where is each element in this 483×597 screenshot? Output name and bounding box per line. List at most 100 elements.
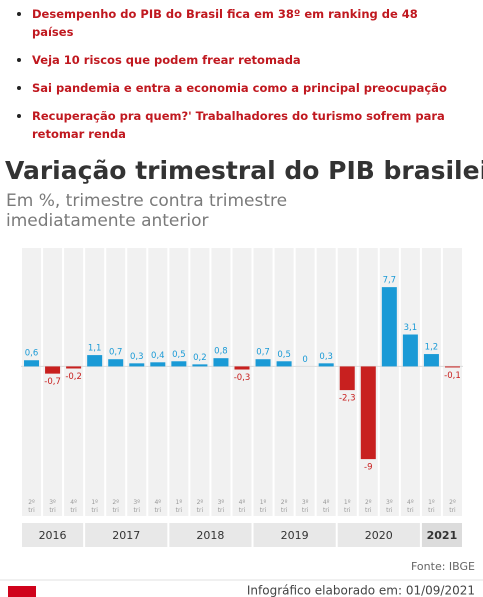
x-tick-label: 1º tri	[428, 499, 435, 514]
bar	[150, 362, 166, 367]
plot: 2º tri 0,6 3º tri -0,7 4º tri -0,2 1º tri 1,1 2º tri 0…	[21, 248, 463, 547]
bar	[24, 360, 40, 367]
column-background	[232, 248, 252, 516]
x-tick-label: 1º tri	[91, 499, 98, 514]
link-list: Desempenho do PIB do Brasil fica em 38º …	[14, 5, 454, 153]
link-item: Recuperação pra quem?' Trabalhadores do …	[14, 107, 454, 143]
footer: Infográfico elaborado em: 01/09/2021	[247, 584, 475, 597]
bar	[423, 354, 439, 367]
value-label: 0,7	[256, 348, 270, 358]
year-band	[337, 523, 420, 547]
year-band	[22, 523, 84, 547]
bar	[129, 363, 145, 367]
value-label: 1,1	[88, 344, 102, 354]
column-background	[190, 248, 210, 516]
bar	[444, 366, 460, 368]
x-tick-label: 1º tri	[176, 499, 183, 514]
year-band	[169, 523, 252, 547]
value-label: 0,4	[151, 351, 165, 361]
x-tick-label: 3º tri	[218, 499, 225, 514]
value-label: 3,1	[404, 323, 418, 333]
column-background	[421, 248, 441, 516]
bar	[213, 358, 229, 367]
x-tick-label: 4º tri	[154, 499, 161, 514]
x-tick-label: 3º tri	[49, 499, 56, 514]
value-label: -0,1	[444, 371, 461, 381]
year-label: 2019	[281, 529, 309, 542]
column-background	[22, 248, 42, 516]
value-label: -0,7	[44, 377, 61, 387]
column-background	[316, 248, 336, 516]
column-background	[442, 248, 462, 516]
value-label: -9	[364, 463, 372, 473]
value-label: 0,7	[109, 348, 123, 358]
bar	[108, 359, 124, 367]
article-link[interactable]: Sai pandemia e entra a economia como a p…	[32, 81, 447, 95]
value-label: 0,3	[130, 352, 144, 362]
column-background	[295, 248, 315, 516]
x-tick-label: 2º tri	[281, 499, 288, 514]
source: Fonte: IBGE	[411, 560, 475, 573]
x-tick-label: 4º tri	[323, 499, 330, 514]
bar	[339, 366, 355, 391]
x-tick-label: 4º tri	[239, 499, 246, 514]
column-background	[253, 248, 273, 516]
bar	[276, 361, 292, 367]
x-tick-label: 2º tri	[197, 499, 204, 514]
logo	[8, 586, 36, 597]
year-label: 2018	[196, 529, 224, 542]
value-label: 0,5	[172, 350, 186, 360]
bar	[192, 364, 208, 367]
bar	[255, 359, 271, 367]
value-label: -0,2	[65, 372, 82, 382]
x-tick-label: 4º tri	[407, 499, 414, 514]
article-link[interactable]: Desempenho do PIB do Brasil fica em 38º …	[32, 7, 418, 39]
bar	[45, 366, 61, 374]
column-background	[169, 248, 189, 516]
column-background	[211, 248, 231, 516]
x-tick-label: 4º tri	[70, 499, 77, 514]
chart-subtitle: Em %, trimestre contra trimestre	[6, 191, 287, 211]
x-tick-label: 2º tri	[112, 499, 119, 514]
bar	[87, 355, 103, 367]
column-background	[106, 248, 126, 516]
value-label: -0,3	[234, 373, 251, 383]
column-background	[64, 248, 84, 516]
article-link[interactable]: Recuperação pra quem?' Trabalhadores do …	[32, 109, 445, 141]
x-tick-label: 3º tri	[386, 499, 393, 514]
x-tick-label: 3º tri	[133, 499, 140, 514]
value-label: 0,3	[319, 352, 333, 362]
link-item: Sai pandemia e entra a economia como a p…	[14, 79, 454, 97]
column-background	[148, 248, 168, 516]
column-background	[43, 248, 63, 516]
chart-subtitle: imediatamente anterior	[6, 211, 209, 231]
article-link[interactable]: Veja 10 riscos que podem frear retomada	[32, 53, 301, 67]
value-label: 0	[302, 355, 307, 365]
bar	[318, 363, 334, 367]
value-label: 0,6	[25, 349, 39, 359]
value-label: 0,8	[214, 347, 228, 357]
bar	[234, 366, 250, 370]
bar	[360, 366, 376, 460]
column-background	[400, 248, 420, 516]
value-label: 0,5	[277, 350, 291, 360]
x-tick-label: 2º tri	[449, 499, 456, 514]
chart-title: Variação trimestral do PIB brasileiro	[5, 156, 483, 185]
year-band	[85, 523, 168, 547]
x-tick-label: 3º tri	[302, 499, 309, 514]
year-label: 2020	[365, 529, 393, 542]
column-background	[127, 248, 147, 516]
value-label: 1,2	[425, 343, 439, 353]
year-band	[253, 523, 336, 547]
column-background	[85, 248, 105, 516]
bar	[381, 287, 397, 367]
link-item: Desempenho do PIB do Brasil fica em 38º …	[14, 5, 454, 41]
year-label: 2016	[39, 529, 67, 542]
x-tick-label: 2º tri	[28, 499, 35, 514]
x-tick-label: 1º tri	[260, 499, 267, 514]
column-background	[274, 248, 294, 516]
x-tick-label: 2º tri	[365, 499, 372, 514]
bar	[66, 366, 82, 369]
x-tick-label: 1º tri	[344, 499, 351, 514]
year-label: 2021	[427, 529, 458, 542]
